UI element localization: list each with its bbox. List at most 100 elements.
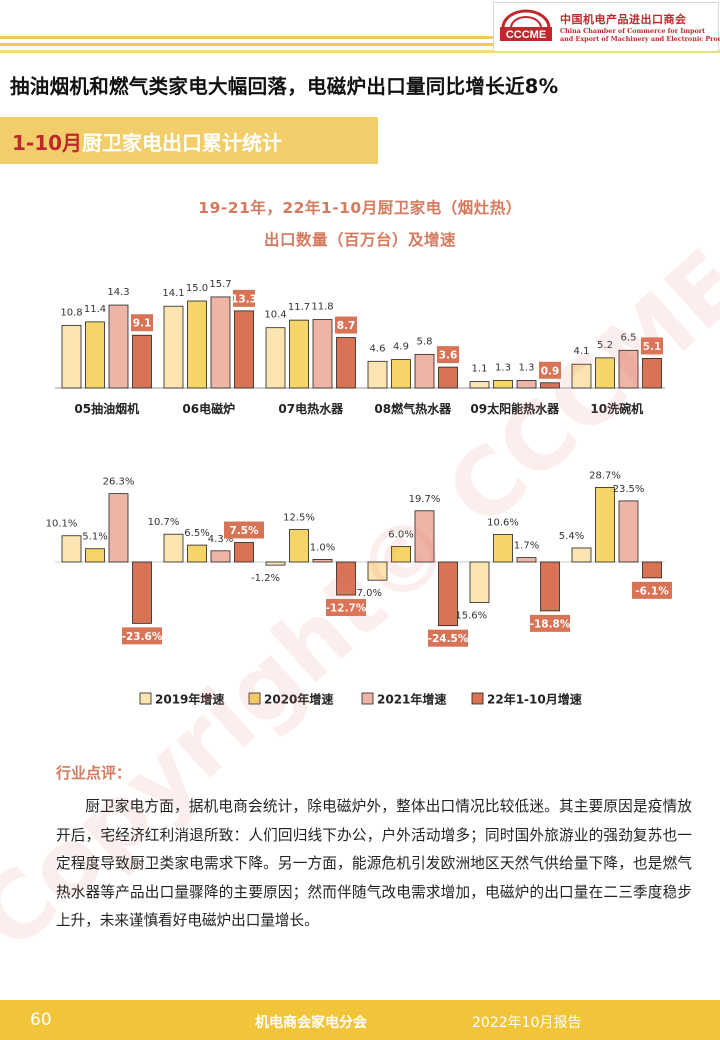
legend-swatch — [139, 692, 152, 705]
category-label: 07电热水器 — [278, 401, 344, 416]
footer-org: 机电商会家电分会 — [255, 1015, 367, 1031]
volume-bar — [312, 319, 333, 389]
growth-data-label: 12.5% — [283, 513, 315, 524]
growth-bar — [595, 486, 615, 563]
org-name-cn: 中国机电产品进出口商会 — [560, 13, 687, 26]
volume-data-label: 1.3 — [519, 362, 535, 373]
volume-data-label: 10.8 — [60, 307, 82, 318]
org-name-en: China Chamber of Commerce for Import and… — [560, 27, 720, 43]
volume-data-label: 14.1 — [162, 288, 184, 299]
volume-bar — [234, 310, 254, 389]
growth-bar — [438, 561, 458, 627]
volume-data-label: 1.3 — [495, 362, 511, 373]
growth-data-label: 6.0% — [388, 529, 413, 540]
growth-data-label: 6.5% — [184, 528, 209, 539]
growth-bar — [367, 561, 388, 581]
growth-data-label: 10.1% — [46, 519, 78, 530]
growth-data-label: 28.7% — [589, 470, 621, 481]
volume-bar — [61, 324, 82, 389]
growth-bar — [540, 561, 560, 612]
volume-label-box — [233, 289, 255, 307]
org-name-en-line2: and Export of Machinery and Electronic P… — [560, 35, 720, 43]
legend-label: 2020年增速 — [264, 692, 333, 707]
volume-bar — [265, 327, 286, 389]
growth-data-label: 26.3% — [103, 477, 135, 488]
growth-data-label: -23.6% — [122, 631, 163, 643]
volume-bar — [85, 321, 105, 389]
growth-bar — [336, 561, 356, 596]
growth-data-label: 1.7% — [514, 541, 539, 552]
growth-data-label: 4.3% — [208, 534, 233, 545]
volume-bar — [540, 382, 560, 389]
growth-bar — [414, 510, 435, 563]
volume-bar — [438, 366, 458, 389]
growth-bar — [642, 561, 662, 579]
volume-bar — [571, 363, 592, 389]
growth-label-box — [530, 614, 570, 632]
page-number: 60 — [30, 1010, 52, 1030]
volume-bar — [469, 381, 490, 389]
section-banner — [0, 117, 378, 164]
charts-canvas: 10.8 14.1 10.4 4.6 1.1 4.1 11.4 15.0 11.7 4.9 1.3 5… — [46, 279, 672, 707]
growth-bar — [391, 546, 411, 563]
chart-title-line2: 出口数量（百万台）及增速 — [263, 231, 456, 249]
growth-data-label: -24.5% — [428, 633, 469, 645]
growth-bar — [187, 544, 207, 563]
footer-bar — [0, 1000, 720, 1040]
growth-bar — [108, 493, 129, 563]
legend-swatch — [471, 692, 484, 705]
growth-data-label: 1.0% — [310, 542, 335, 553]
volume-data-label: 4.1 — [574, 346, 590, 357]
growth-bar — [493, 534, 513, 563]
category-label: 05抽油烟机 — [74, 401, 139, 416]
volume-label-box — [539, 361, 561, 379]
volume-data-label: 14.3 — [107, 287, 129, 298]
growth-bar — [289, 529, 309, 563]
growth-data-label: 7.5% — [229, 525, 259, 537]
volume-bar — [163, 305, 184, 389]
growth-data-label: -18.8% — [530, 618, 571, 630]
legend-label: 2021年增速 — [377, 692, 446, 707]
growth-data-label: 5.4% — [559, 531, 584, 542]
volume-data-label: 4.9 — [393, 342, 409, 353]
growth-data-label: 10.7% — [148, 517, 180, 528]
growth-label-box — [122, 627, 162, 645]
volume-bar — [414, 353, 435, 389]
section-title-rest: 厨卫家电出口累计统计 — [82, 131, 283, 155]
growth-bar — [132, 561, 152, 624]
volume-data-label: 11.7 — [288, 302, 310, 313]
growth-data-label: -7.0% — [353, 588, 382, 599]
growth-bar — [61, 535, 82, 563]
growth-data-label: 23.5% — [613, 484, 645, 495]
growth-bar — [516, 557, 537, 563]
growth-bar — [85, 548, 105, 563]
volume-data-label: 11.4 — [84, 304, 106, 315]
growth-data-label: -15.6% — [452, 611, 487, 622]
volume-label-box — [641, 337, 663, 355]
volume-data-label: 8.7 — [337, 320, 356, 332]
volume-data-label: 6.5 — [621, 332, 637, 343]
volume-bar — [187, 300, 207, 389]
volume-label-box — [131, 314, 153, 332]
growth-label-box — [224, 521, 264, 539]
growth-bar — [210, 550, 231, 563]
growth-label-box — [428, 629, 468, 647]
volume-data-label: 3.6 — [439, 350, 458, 362]
chart-title-line1: 19-21年，22年1-10月厨卫家电（烟灶热） — [198, 199, 522, 217]
top-stripe-2 — [0, 43, 493, 46]
volume-data-label: 4.6 — [370, 343, 386, 354]
growth-label-box — [632, 581, 672, 599]
volume-data-label: 5.8 — [417, 336, 433, 347]
volume-data-label: 13.3 — [231, 293, 257, 305]
growth-bar — [163, 533, 184, 563]
growth-data-label: -1.2% — [251, 573, 280, 584]
growth-bar — [469, 561, 490, 603]
top-stripe-3 — [0, 50, 720, 53]
growth-label-box — [326, 599, 366, 617]
growth-bar — [234, 542, 254, 563]
org-name-en-line1: China Chamber of Commerce for Import — [560, 27, 706, 35]
growth-bar — [265, 561, 286, 566]
legend-label: 2019年增速 — [155, 692, 224, 707]
volume-data-label: 11.8 — [311, 302, 333, 313]
logo-mark-text: CCCME — [506, 29, 546, 41]
